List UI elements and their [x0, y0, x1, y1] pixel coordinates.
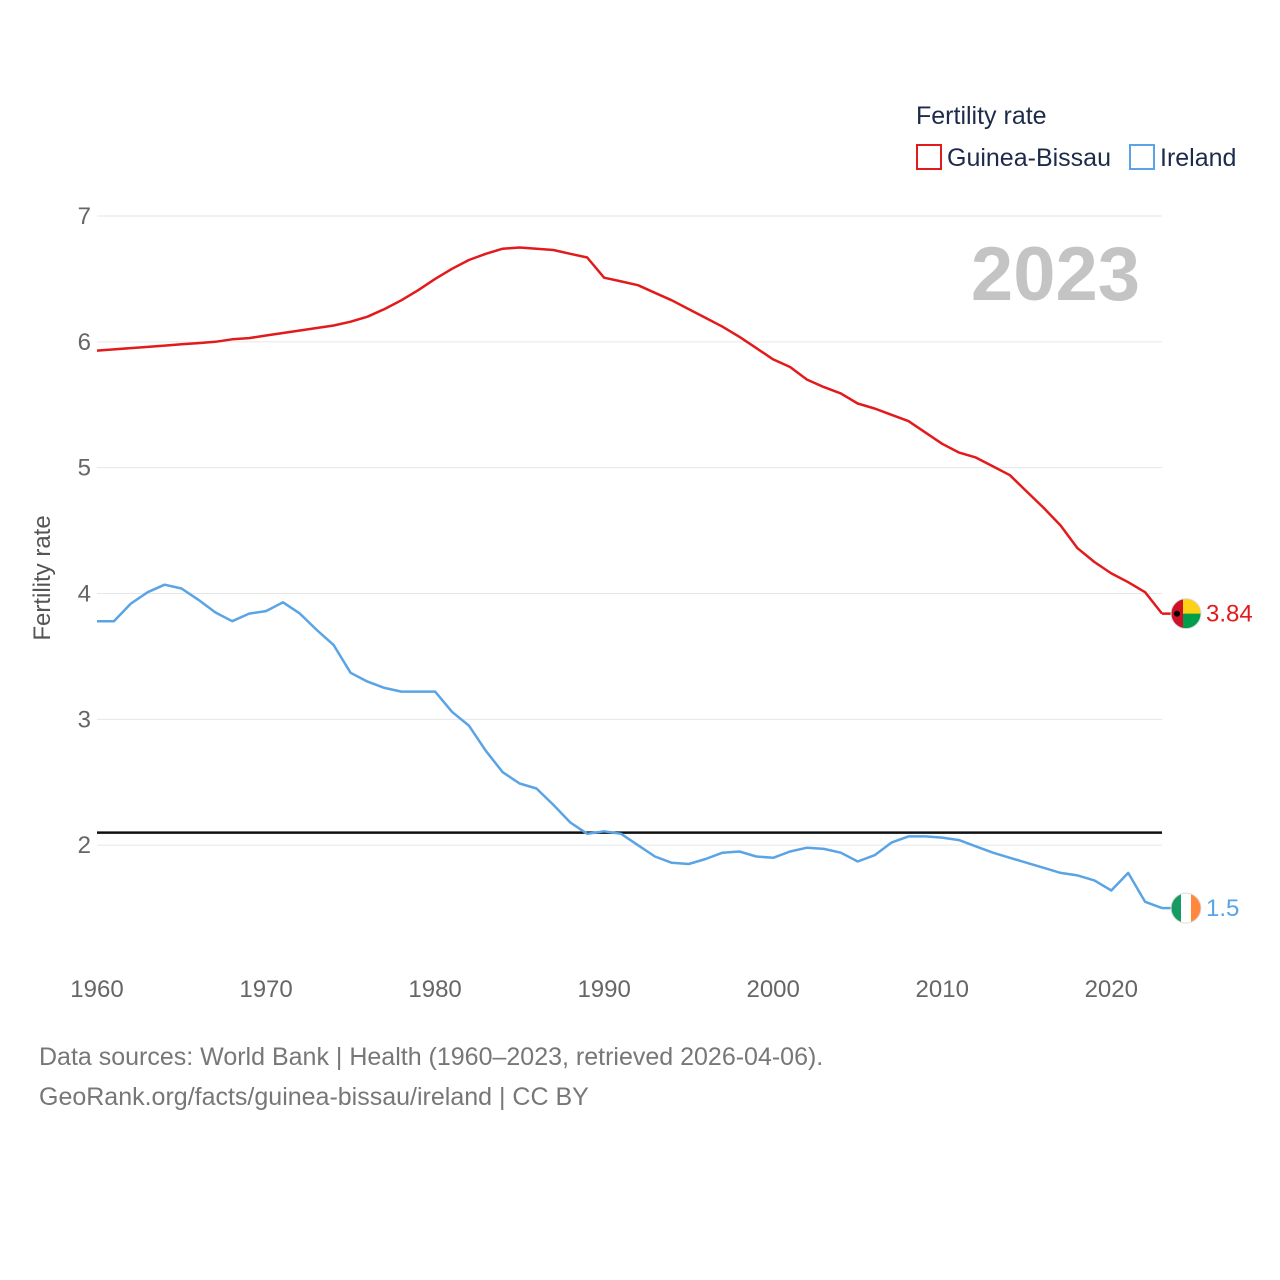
- footer-sources: Data sources: World Bank | Health (1960–…: [39, 1043, 824, 1071]
- legend-label-ireland: Ireland: [1160, 144, 1236, 172]
- legend-item-guinea-bissau[interactable]: Guinea-Bissau: [916, 144, 1111, 172]
- x-axis-ticks: 1960 1970 1980 1990 2000 2010 2020: [70, 976, 1138, 1003]
- y-tick-label-4: 4: [78, 581, 91, 608]
- series-lines: [96, 246, 1163, 910]
- legend-label-guinea-bissau: Guinea-Bissau: [947, 144, 1111, 172]
- legend-swatch-guinea-bissau: [916, 144, 942, 170]
- line-chart: 2 3 4 5 6 7 1960 1970 1980 1990 2000 2010 2020 Fert…: [29, 102, 1253, 1003]
- y-axis-label: Fertility rate: [29, 515, 56, 640]
- series-line-guinea-bissau[interactable]: [96, 246, 1163, 615]
- legend-title: Fertility rate: [916, 102, 1047, 130]
- year-label: 2023: [971, 232, 1140, 317]
- footer-attribution[interactable]: GeoRank.org/facts/guinea-bissau/ireland …: [39, 1083, 589, 1111]
- y-tick-label-3: 3: [78, 706, 91, 733]
- x-tick-label-1970: 1970: [239, 976, 292, 1003]
- y-tick-label-5: 5: [78, 455, 91, 482]
- x-tick-label-1990: 1990: [577, 976, 630, 1003]
- x-tick-label-1980: 1980: [408, 976, 461, 1003]
- legend-item-ireland[interactable]: Ireland: [1129, 144, 1236, 172]
- x-tick-label-2000: 2000: [746, 976, 799, 1003]
- legend: Fertility rate Guinea-Bissau Ireland: [916, 102, 1236, 172]
- guinea-bissau-flag-icon: [1170, 598, 1202, 630]
- end-markers: 3.84 1.5: [1162, 598, 1253, 924]
- gridlines: [97, 215, 1162, 846]
- legend-swatch-ireland: [1129, 144, 1155, 170]
- end-value-label-ireland: 1.5: [1206, 895, 1239, 922]
- y-tick-label-2: 2: [78, 832, 91, 859]
- y-axis-ticks: 2 3 4 5 6 7: [78, 203, 91, 859]
- y-tick-label-6: 6: [78, 329, 91, 356]
- x-tick-label-1960: 1960: [70, 976, 123, 1003]
- end-value-label-guinea-bissau: 3.84: [1206, 601, 1253, 628]
- ireland-flag-icon: [1170, 892, 1202, 924]
- series-line-ireland[interactable]: [97, 583, 1163, 910]
- y-tick-label-7: 7: [78, 203, 91, 230]
- x-tick-label-2020: 2020: [1085, 976, 1138, 1003]
- x-tick-label-2010: 2010: [916, 976, 969, 1003]
